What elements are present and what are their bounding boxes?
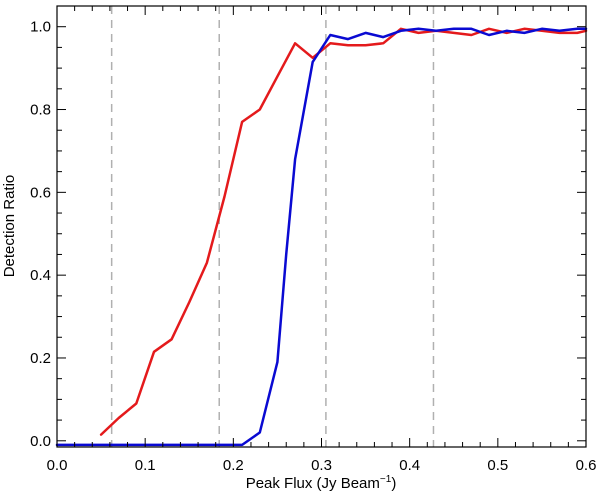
- series-line-1: [99, 27, 588, 436]
- tick-labels: 0.0 0.1 0.2 0.3 0.4 0.5 0.6 0.0 0.2 0.4 0.6 0.8 1.0: [30, 19, 596, 474]
- y-tick-label: 0.0: [30, 433, 51, 450]
- x-tick-label: 0.2: [223, 457, 244, 474]
- x-tick-label: 0.0: [47, 457, 68, 474]
- y-tick-label: 0.8: [30, 102, 51, 119]
- y-axis-title: Detection Ratio: [1, 175, 18, 278]
- y-tick-label: 0.2: [30, 350, 51, 367]
- x-tick-label: 0.1: [135, 457, 156, 474]
- plot-frame: [56, 5, 587, 448]
- series-line-2: [55, 27, 588, 447]
- reference-lines: [110, 6, 435, 447]
- x-axis-title: Peak Flux (Jy Beam−1): [246, 474, 397, 492]
- y-tick-label: 0.4: [30, 267, 51, 284]
- x-tick-label: 0.3: [311, 457, 332, 474]
- axis-ticks: [56, 6, 587, 447]
- x-tick-label: 0.4: [399, 457, 420, 474]
- y-tick-label: 0.6: [30, 184, 51, 201]
- x-tick-label: 0.5: [487, 457, 508, 474]
- x-tick-label: 0.6: [576, 457, 597, 474]
- y-tick-label: 1.0: [30, 19, 51, 36]
- series-layer: [55, 27, 588, 447]
